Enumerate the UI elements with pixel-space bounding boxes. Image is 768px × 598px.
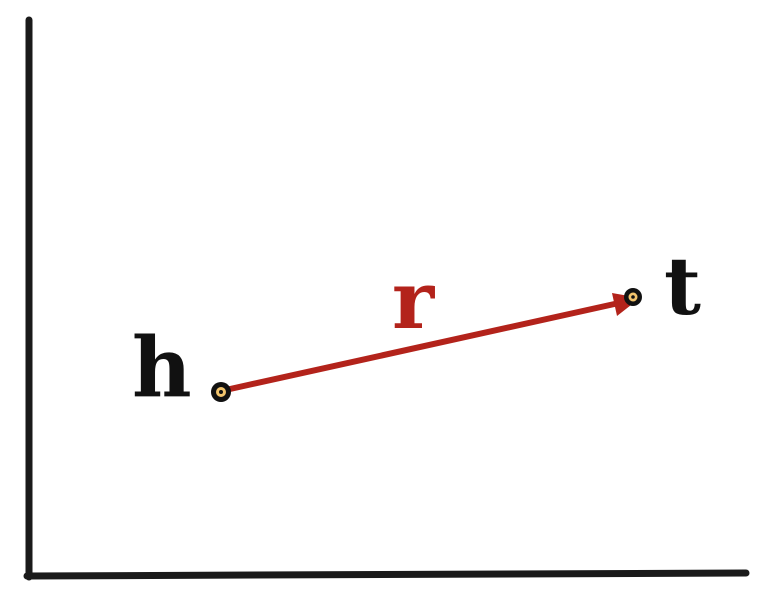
relation-arrow <box>218 298 631 394</box>
x-axis <box>23 569 750 580</box>
tail-label: t <box>664 239 701 333</box>
head-node <box>211 382 231 402</box>
head-label: h <box>132 320 192 416</box>
tail-node <box>624 288 642 306</box>
relation-label: r <box>392 253 435 347</box>
